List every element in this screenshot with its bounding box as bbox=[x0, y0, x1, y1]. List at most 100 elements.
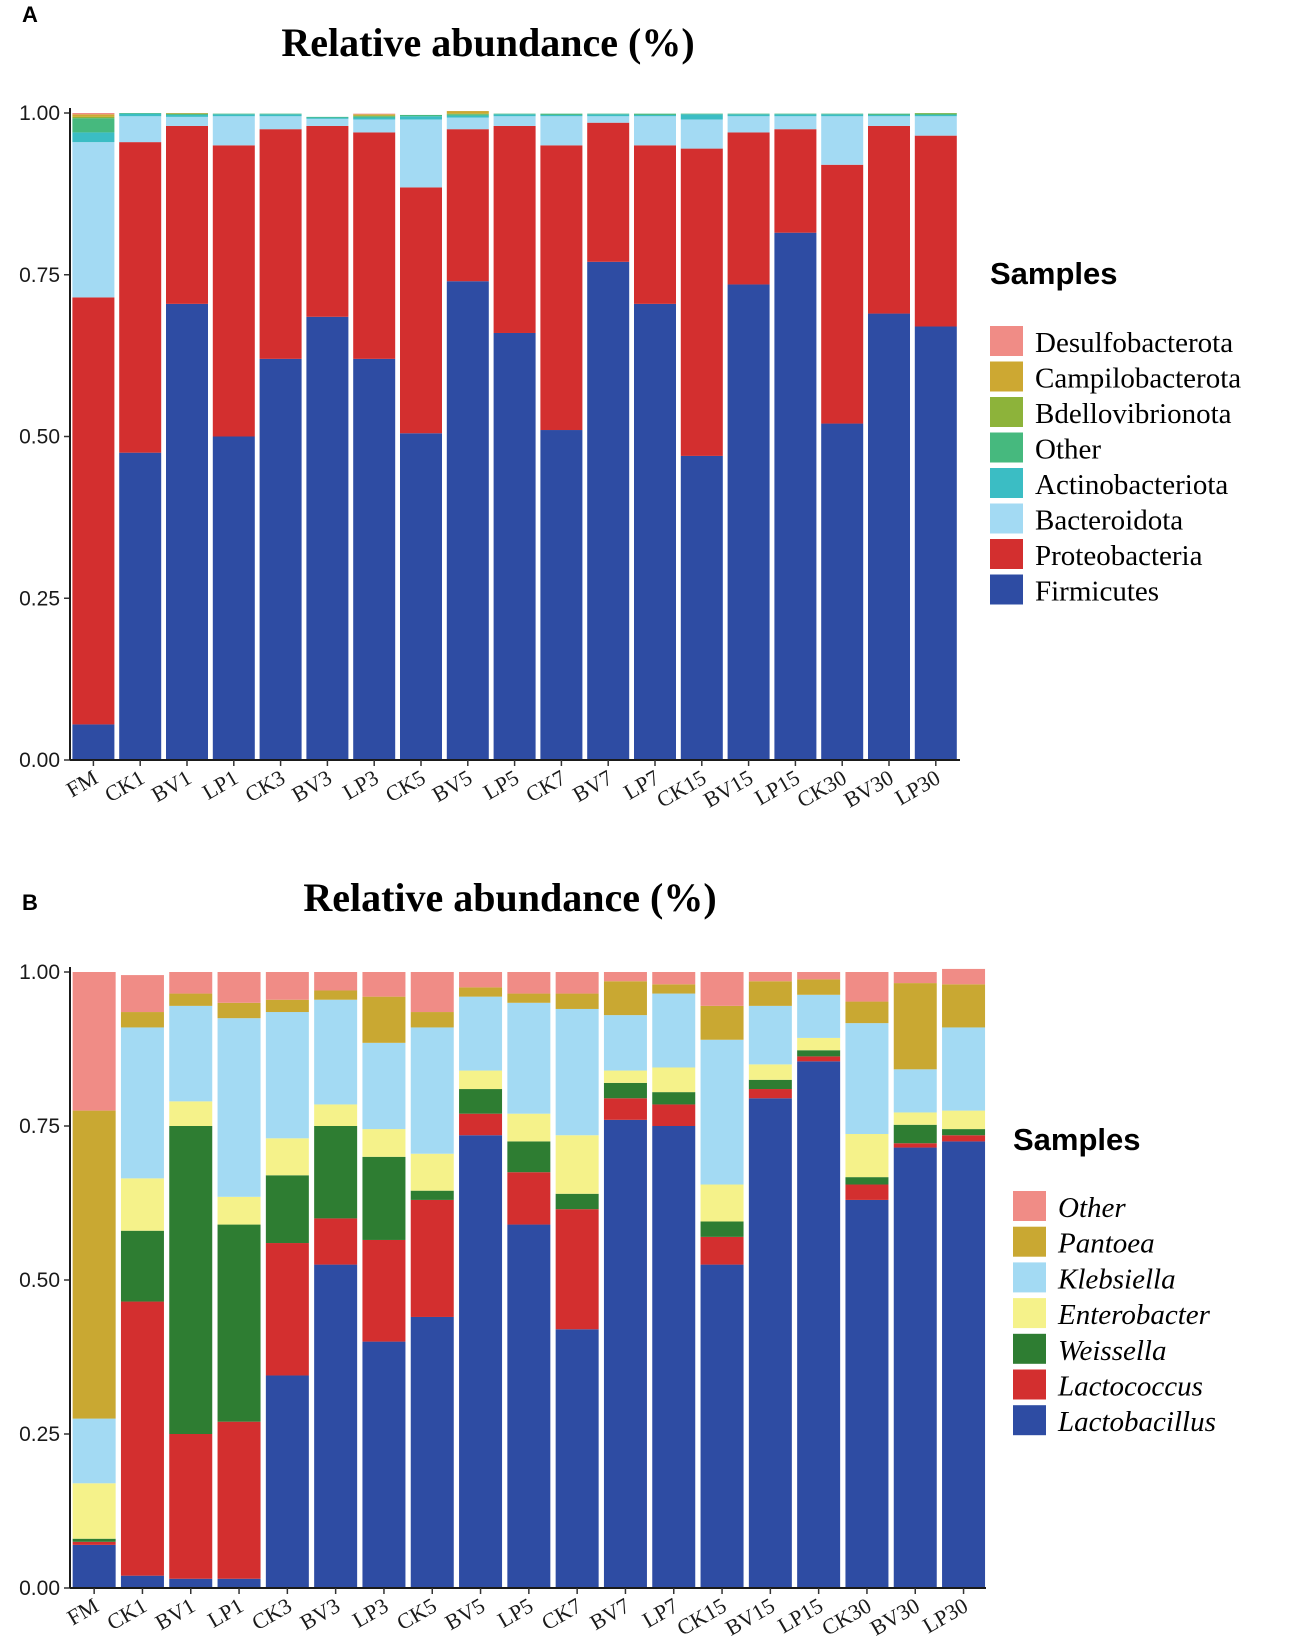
bar-segment bbox=[446, 281, 489, 760]
bar-segment bbox=[493, 332, 536, 760]
bar-segment bbox=[507, 1002, 551, 1114]
bar-segment bbox=[652, 984, 696, 994]
bar-segment bbox=[507, 1172, 551, 1225]
bar-segment bbox=[507, 1113, 551, 1142]
bar-segment bbox=[845, 1184, 889, 1200]
bar-segment bbox=[306, 118, 349, 126]
bar-segment bbox=[868, 114, 910, 117]
bar-segment bbox=[893, 983, 937, 1070]
bar-segment bbox=[306, 316, 349, 760]
bar-segment bbox=[459, 1135, 503, 1588]
bar-segment bbox=[603, 1098, 647, 1120]
bar-segment bbox=[507, 1224, 551, 1588]
bar-segment bbox=[821, 113, 864, 115]
bar-segment bbox=[821, 114, 864, 117]
legend-label: Bdellovibrionota bbox=[1035, 398, 1232, 430]
bar-segment bbox=[603, 1070, 647, 1083]
y-tick-label: 0.25 bbox=[19, 587, 60, 610]
bar-segment bbox=[868, 313, 910, 760]
bar-segment bbox=[797, 994, 841, 1038]
bar-segment bbox=[259, 129, 302, 359]
y-tick-label: 0.00 bbox=[19, 1577, 60, 1600]
bar-segment bbox=[555, 1135, 599, 1194]
bar-segment bbox=[459, 996, 503, 1071]
panel-b: B Relative abundance (%) 0.00 0.25 0.50 0.7… bbox=[19, 875, 1216, 1641]
bar-segment bbox=[845, 1199, 889, 1588]
bar-segment bbox=[353, 114, 396, 116]
bar-segment bbox=[259, 113, 302, 115]
legend-swatch bbox=[990, 326, 1023, 356]
bar-segment bbox=[540, 114, 583, 117]
bar-segment bbox=[119, 452, 162, 760]
bar-segment bbox=[120, 1012, 164, 1028]
legend-label: Klebsiella bbox=[1057, 1263, 1176, 1295]
bar-segment bbox=[680, 119, 723, 149]
legend-swatch bbox=[1013, 1226, 1046, 1257]
bar-segment bbox=[314, 999, 358, 1105]
y-tick-label: 0.50 bbox=[19, 426, 60, 449]
bar-segment bbox=[942, 984, 986, 1028]
bar-segment bbox=[727, 284, 770, 760]
bar-segment bbox=[555, 1329, 599, 1588]
bar-segment bbox=[72, 1541, 116, 1545]
legend-swatch bbox=[1013, 1262, 1046, 1293]
bar-segment bbox=[587, 114, 630, 117]
bar-segment bbox=[72, 724, 115, 760]
bar-segment bbox=[410, 1190, 454, 1200]
bar-segment bbox=[459, 1113, 503, 1136]
bar-segment bbox=[212, 436, 255, 760]
bar-segment bbox=[353, 115, 396, 117]
bar-segment bbox=[314, 1264, 358, 1588]
bar-segment bbox=[410, 1199, 454, 1317]
bar-segment bbox=[72, 1110, 116, 1419]
bar-segment bbox=[314, 972, 358, 991]
bar-segment bbox=[410, 1012, 454, 1028]
bar-segment bbox=[942, 1027, 986, 1111]
bar-segment bbox=[797, 972, 841, 980]
legend-label: Weissella bbox=[1058, 1335, 1166, 1367]
bar-segment bbox=[868, 125, 910, 314]
bar-segment bbox=[652, 993, 696, 1068]
bar-segment bbox=[314, 1126, 358, 1219]
bar-segment bbox=[212, 145, 255, 437]
bar-segment bbox=[72, 1544, 116, 1588]
bar-segment bbox=[459, 1070, 503, 1090]
bar-segment bbox=[72, 1483, 116, 1539]
bar-segment bbox=[748, 972, 792, 982]
bar-segment bbox=[555, 1193, 599, 1210]
bar-segment bbox=[603, 1119, 647, 1588]
bar-segment bbox=[446, 129, 489, 282]
bar-segment bbox=[120, 1178, 164, 1231]
y-tick-label: 1.00 bbox=[19, 961, 60, 984]
bar-segment bbox=[634, 145, 676, 304]
bar-segment bbox=[169, 972, 213, 994]
panel-label: A bbox=[22, 2, 38, 27]
bar-segment bbox=[166, 113, 208, 114]
y-tick-label: 0.00 bbox=[19, 749, 60, 772]
bar-segment bbox=[314, 990, 358, 1000]
bar-segment bbox=[212, 114, 255, 117]
bar-segment bbox=[603, 1082, 647, 1099]
bar-segment bbox=[72, 1538, 116, 1542]
bar-segment bbox=[446, 115, 489, 118]
bar-segment bbox=[727, 116, 770, 133]
bar-segment bbox=[727, 132, 770, 285]
legend-label: Enterobacter bbox=[1057, 1299, 1211, 1331]
bars-group bbox=[72, 968, 986, 1588]
bar-segment bbox=[362, 1042, 406, 1130]
bar-segment bbox=[265, 972, 309, 1000]
axes bbox=[69, 967, 986, 1589]
legend-title: Samples bbox=[990, 256, 1118, 291]
bar-segment bbox=[748, 1089, 792, 1099]
bar-segment bbox=[446, 111, 489, 114]
legend-label: Lactobacillus bbox=[1057, 1406, 1216, 1438]
bar-segment bbox=[362, 1129, 406, 1157]
bar-segment bbox=[634, 113, 676, 115]
bar-segment bbox=[212, 113, 255, 115]
bar-segment bbox=[774, 114, 817, 117]
legend-swatch bbox=[990, 574, 1023, 605]
bar-segment bbox=[893, 1124, 937, 1144]
bar-segment bbox=[362, 1341, 406, 1588]
bar-segment bbox=[493, 125, 536, 333]
bar-segment bbox=[845, 1023, 889, 1135]
